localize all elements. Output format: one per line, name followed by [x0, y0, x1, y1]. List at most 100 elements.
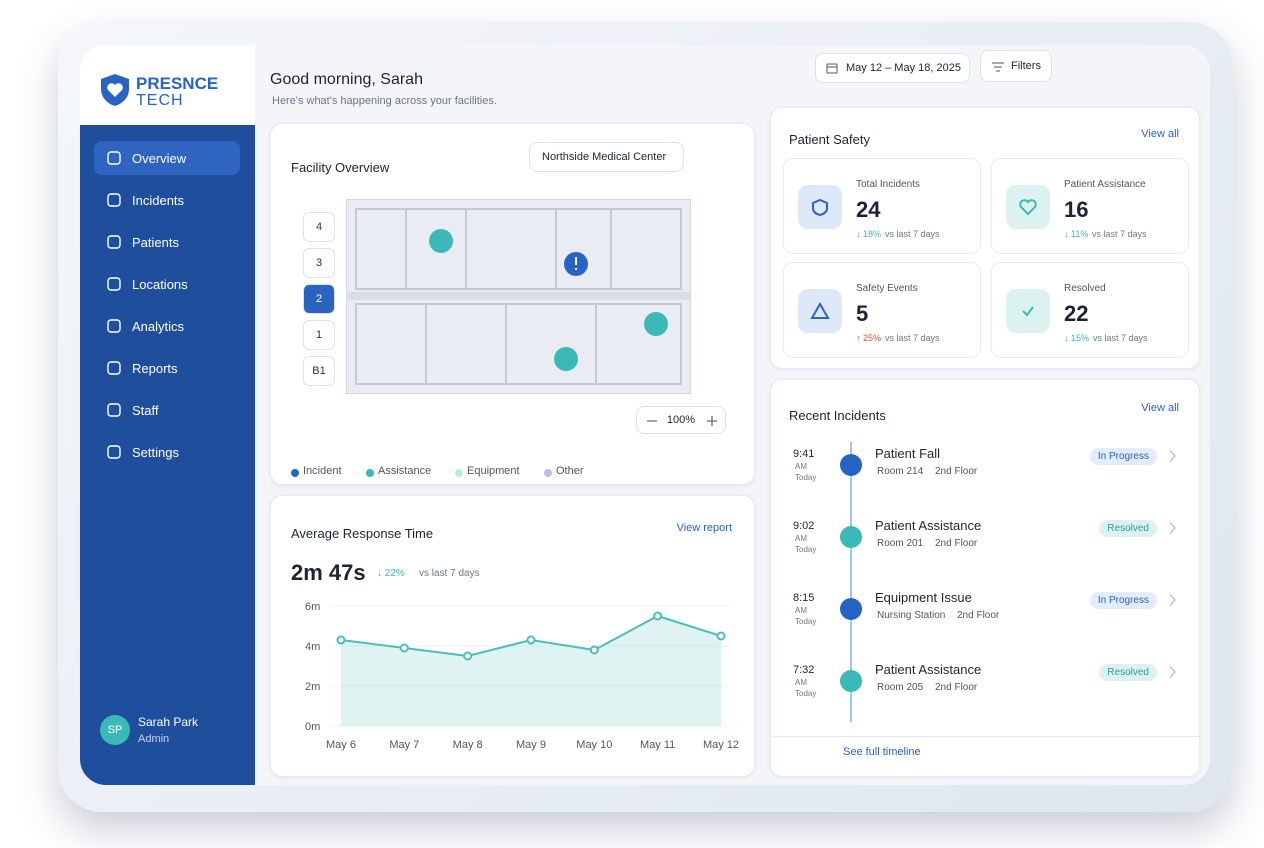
item-marker: [840, 670, 862, 692]
item-day: Today: [795, 545, 817, 554]
chevron-path: [1169, 666, 1176, 678]
legend-label: Other: [556, 465, 584, 477]
item-title[interactable]: Equipment Issue: [875, 590, 972, 605]
item-floor: 2nd Floor: [957, 610, 1000, 621]
stat-change: ↓ 15%: [1064, 333, 1090, 343]
chevron[interactable]: [1169, 522, 1177, 534]
equipment-pin[interactable]: [554, 347, 578, 371]
item-ampm: AM: [795, 534, 807, 543]
date-picker[interactable]: May 12 – May 18, 2025: [815, 53, 970, 83]
nav-item[interactable]: Overview: [94, 141, 240, 175]
x-tick-label: May 12: [703, 739, 739, 751]
floor-button[interactable]: 4: [303, 212, 335, 242]
safety-view-all[interactable]: View all: [1141, 128, 1179, 140]
glyph: [1019, 199, 1037, 216]
chevron[interactable]: [1169, 594, 1177, 606]
view-report[interactable]: View report: [676, 522, 732, 534]
user-role: Admin: [138, 733, 170, 745]
screen: PRESNCE TECH Good morning, Sarah Here's …: [80, 45, 1210, 785]
item-status: In Progress: [1089, 592, 1157, 609]
floor-button[interactable]: B1: [303, 356, 335, 386]
item-title[interactable]: Patient Assistance: [875, 662, 982, 677]
stat-label: Safety Events: [856, 283, 918, 294]
stat-label: Patient Assistance: [1064, 179, 1146, 190]
building-select[interactable]: Northside Medical Center: [529, 142, 684, 172]
nav-icon-shape: [107, 319, 121, 333]
item-floor: 2nd Floor: [935, 682, 978, 693]
sidebar: [80, 125, 255, 785]
nav-icon: [107, 361, 121, 375]
x-tick-label: May 6: [326, 739, 356, 751]
item-time: 9:02: [793, 520, 815, 532]
y-tick-label: 4m: [305, 641, 320, 653]
zoom-in[interactable]: [707, 416, 717, 426]
chart-title: Average Response Time: [291, 526, 434, 541]
timeline-link[interactable]: See full timeline: [843, 746, 921, 758]
stat-value: 16: [1064, 197, 1089, 222]
nav-item[interactable]: Patients: [94, 225, 240, 259]
zoom-level: 100%: [666, 414, 696, 426]
chevron-path: [1169, 450, 1176, 462]
item-room: Room 201: [877, 538, 924, 549]
logo: PRESNCE TECH: [80, 45, 255, 125]
stat-value: 22: [1064, 301, 1089, 326]
safety-title: Patient Safety: [789, 132, 870, 147]
stat-change: ↓ 18%: [856, 229, 882, 239]
point: [589, 645, 599, 655]
stat-icon-glyph: [1022, 306, 1034, 317]
item-title[interactable]: Patient Assistance: [875, 518, 982, 533]
item-ampm: AM: [795, 678, 807, 687]
nav-item[interactable]: Reports: [94, 351, 240, 385]
floor-button[interactable]: 2: [303, 284, 335, 314]
filters-button[interactable]: Filters: [980, 50, 1052, 82]
filters-label: Filters: [1011, 60, 1041, 72]
zoom-out[interactable]: [647, 416, 657, 426]
nav-item[interactable]: Analytics: [94, 309, 240, 343]
response-summary: 2m 47s: [291, 560, 366, 585]
stat-label: Total Incidents: [856, 179, 920, 190]
line-chart: 0m 2m 4m 6m May 6 May 7 May 8 May 9 May 10 May 11…: [305, 601, 739, 751]
stat-card: Safety Events 5 ↑ 25% vs last 7 days: [783, 262, 981, 358]
x-tick-label: May 8: [453, 739, 483, 751]
x-tick-label: May 10: [576, 739, 612, 751]
point: [336, 635, 346, 645]
item-day: Today: [795, 617, 817, 626]
nav-icon-shape: [107, 403, 121, 417]
item-marker: [840, 454, 862, 476]
nav-item[interactable]: Locations: [94, 267, 240, 301]
recent-title: Recent Incidents: [789, 408, 886, 423]
x-tick-label: May 7: [389, 739, 419, 751]
item-status: In Progress: [1089, 448, 1157, 465]
chevron[interactable]: [1169, 666, 1177, 678]
response-card: Average Response Time View report 2m 47s…: [270, 495, 755, 777]
item-floor: 2nd Floor: [935, 466, 978, 477]
floor-map: [346, 199, 691, 394]
nav-item[interactable]: Settings: [94, 435, 240, 469]
safety-card: Patient Safety View all Total Incidents 2…: [770, 107, 1200, 369]
stat-value: 5: [856, 301, 869, 326]
floor-button[interactable]: 1: [303, 320, 335, 350]
y-tick-label: 0m: [305, 721, 320, 733]
glyph: [1022, 306, 1034, 317]
legend-label: Incident: [303, 465, 342, 477]
assist-pin[interactable]: [429, 229, 453, 253]
brand-name: PRESNCE: [136, 74, 219, 93]
assist-pin[interactable]: [644, 312, 668, 336]
point: [526, 635, 536, 645]
legend-dot: [455, 469, 463, 477]
recent-view-all[interactable]: View all: [1141, 402, 1179, 414]
chevron[interactable]: [1169, 450, 1177, 462]
stat-icon: [798, 185, 842, 229]
nav-icon: [107, 235, 121, 249]
item-title[interactable]: Patient Fall: [875, 446, 941, 461]
floor-button[interactable]: 3: [303, 248, 335, 278]
nav-icon-shape: [107, 193, 121, 207]
nav-item[interactable]: Staff: [94, 393, 240, 427]
nav-item[interactable]: Incidents: [94, 183, 240, 217]
chevron-path: [1169, 522, 1176, 534]
zoom-control[interactable]: 100%: [636, 406, 726, 434]
item-floor: 2nd Floor: [935, 538, 978, 549]
item-day: Today: [795, 473, 817, 482]
stat-card: Resolved 22 ↓ 15% vs last 7 days: [991, 262, 1189, 358]
